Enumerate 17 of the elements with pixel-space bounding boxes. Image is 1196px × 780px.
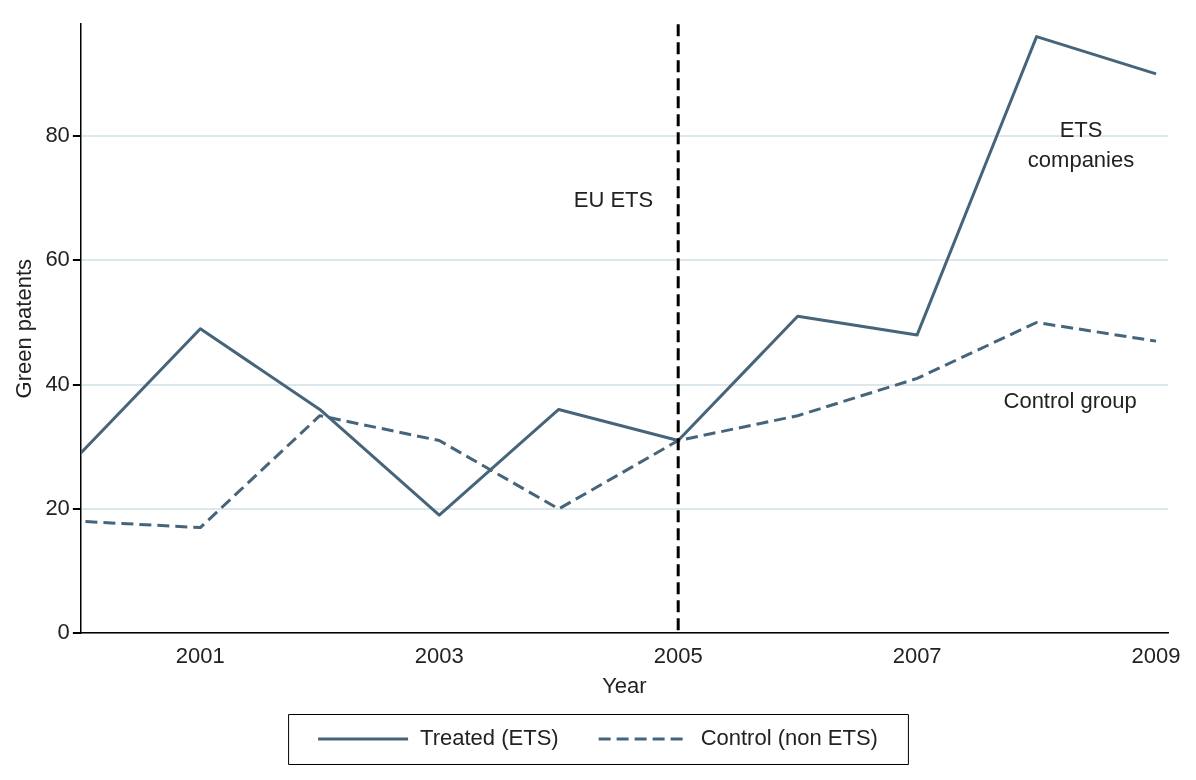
y-axis-title: Green patents (11, 258, 37, 399)
x-tick-label: 2007 (892, 643, 942, 669)
y-tick-label: 60 (45, 246, 70, 272)
legend-label: Control (non ETS) (700, 725, 878, 751)
x-axis-title: Year (602, 672, 647, 698)
y-tick-label: 80 (45, 122, 70, 148)
ref-line-label: EU ETS (573, 186, 654, 212)
x-tick-label: 2005 (653, 643, 703, 669)
x-tick-label: 2009 (1131, 643, 1181, 669)
legend-label: Treated (ETS) (420, 725, 559, 751)
y-tick-label: 20 (45, 494, 70, 520)
x-tick-label: 2001 (175, 643, 225, 669)
y-tick-label: 40 (45, 370, 70, 396)
annotation: ETS companies (1027, 117, 1135, 173)
y-tick-label: 0 (57, 619, 70, 645)
annotation: Control group (1003, 387, 1137, 413)
x-tick-label: 2003 (414, 643, 464, 669)
